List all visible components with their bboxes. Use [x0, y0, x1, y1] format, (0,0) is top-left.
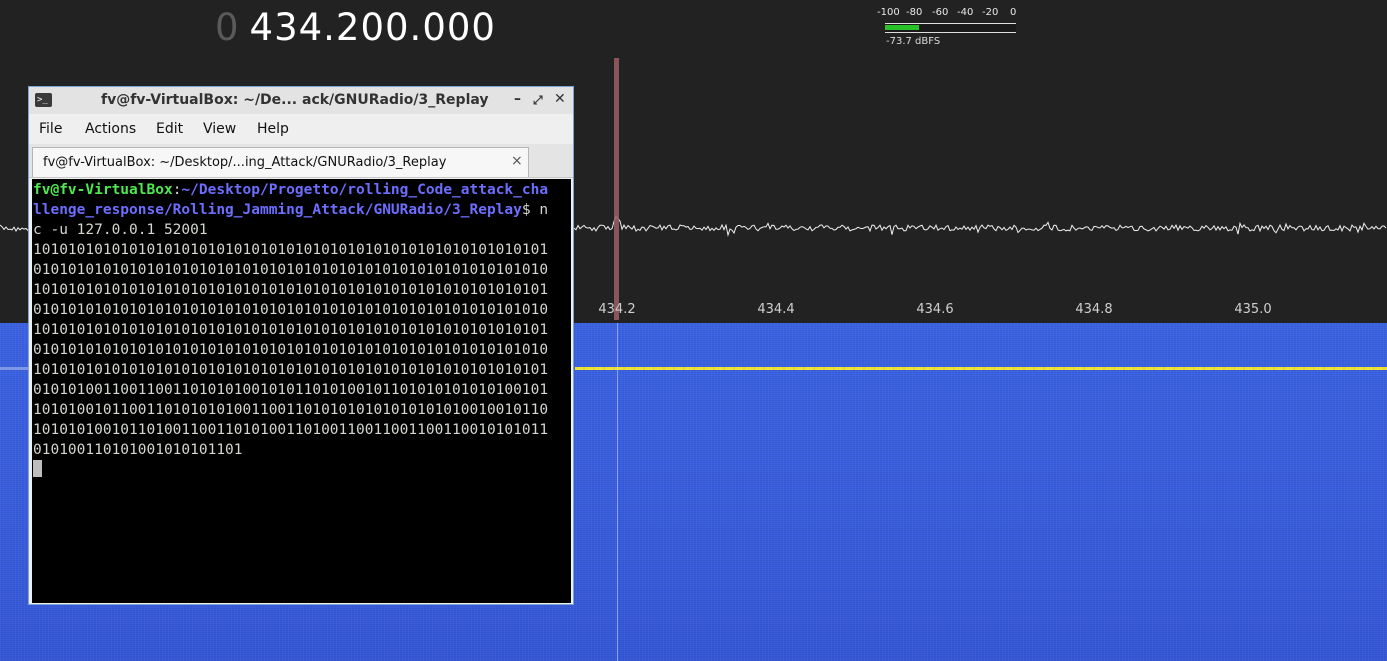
- signal-meter: -100 -80 -60 -40 -20 0 -73.7 dBFS: [877, 7, 1017, 51]
- terminal-tab[interactable]: fv@fv-VirtualBox: ~/Desktop/...ing_Attac…: [32, 147, 529, 177]
- waterfall-signal-trace: [0, 367, 30, 370]
- text-cursor: [33, 460, 42, 477]
- frequency-display[interactable]: 0 434.200.000: [215, 6, 496, 49]
- menu-view[interactable]: View: [203, 121, 237, 137]
- terminal-titlebar[interactable]: >_ fv@fv-VirtualBox: ~/De... ack/GNURadi…: [29, 87, 573, 114]
- axis-tick-label: 435.0: [1234, 302, 1272, 317]
- meter-tick: -100: [877, 7, 900, 18]
- prompt-user: fv@fv-VirtualBox: [33, 182, 173, 198]
- close-icon[interactable]: ✕: [554, 91, 566, 107]
- window-title: fv@fv-VirtualBox: ~/De... ack/GNURadio/3…: [101, 92, 489, 108]
- tab-close-icon[interactable]: ×: [511, 153, 523, 169]
- menu-actions[interactable]: Actions: [85, 121, 137, 137]
- meter-bar: [885, 23, 1016, 33]
- menu-file[interactable]: File: [39, 121, 63, 137]
- meter-readout: -73.7 dBFS: [886, 36, 941, 47]
- meter-tick: -80: [906, 7, 923, 18]
- received-bits: 1010101010101010101010101010101010101010…: [33, 242, 549, 458]
- frequency-marker[interactable]: [614, 58, 619, 320]
- frequency-lead-digit: 0: [215, 6, 240, 49]
- terminal-output: fv@fv-VirtualBox:~/Desktop/Progetto/roll…: [33, 180, 553, 480]
- terminal-icon: >_: [35, 93, 52, 107]
- meter-tick: -20: [982, 7, 999, 18]
- minimize-icon[interactable]: –: [514, 91, 521, 107]
- prompt-colon: :: [172, 182, 182, 198]
- prompt-symbol: $: [521, 202, 540, 218]
- maximize-icon[interactable]: ⤢: [533, 93, 543, 107]
- tab-bar: fv@fv-VirtualBox: ~/Desktop/...ing_Attac…: [29, 144, 573, 178]
- axis-tick-label: 434.2: [598, 302, 636, 317]
- axis-tick-label: 434.6: [916, 302, 954, 317]
- waterfall-signal-trace: [575, 367, 1387, 370]
- axis-tick-label: 434.8: [1075, 302, 1113, 317]
- meter-tick: -40: [957, 7, 974, 18]
- prompt-path: ~/Desktop/Progetto/rolling_Code_attack_c…: [33, 182, 549, 218]
- axis-tick-label: 434.4: [757, 302, 795, 317]
- menu-help[interactable]: Help: [257, 121, 289, 137]
- menu-bar: File Actions Edit View Help: [29, 114, 573, 144]
- meter-tick: -60: [932, 7, 949, 18]
- waterfall-marker: [617, 323, 618, 661]
- terminal-screen[interactable]: fv@fv-VirtualBox:~/Desktop/Progetto/roll…: [32, 179, 571, 603]
- tab-label: fv@fv-VirtualBox: ~/Desktop/...ing_Attac…: [43, 155, 447, 170]
- meter-bar-fill: [885, 25, 920, 30]
- menu-edit[interactable]: Edit: [156, 121, 184, 137]
- frequency-value: 434.200.000: [249, 6, 496, 49]
- command-text: nc -u 127.0.0.1 52001: [33, 202, 549, 238]
- terminal-window[interactable]: >_ fv@fv-VirtualBox: ~/De... ack/GNURadi…: [28, 86, 574, 605]
- meter-tick: 0: [1010, 7, 1017, 18]
